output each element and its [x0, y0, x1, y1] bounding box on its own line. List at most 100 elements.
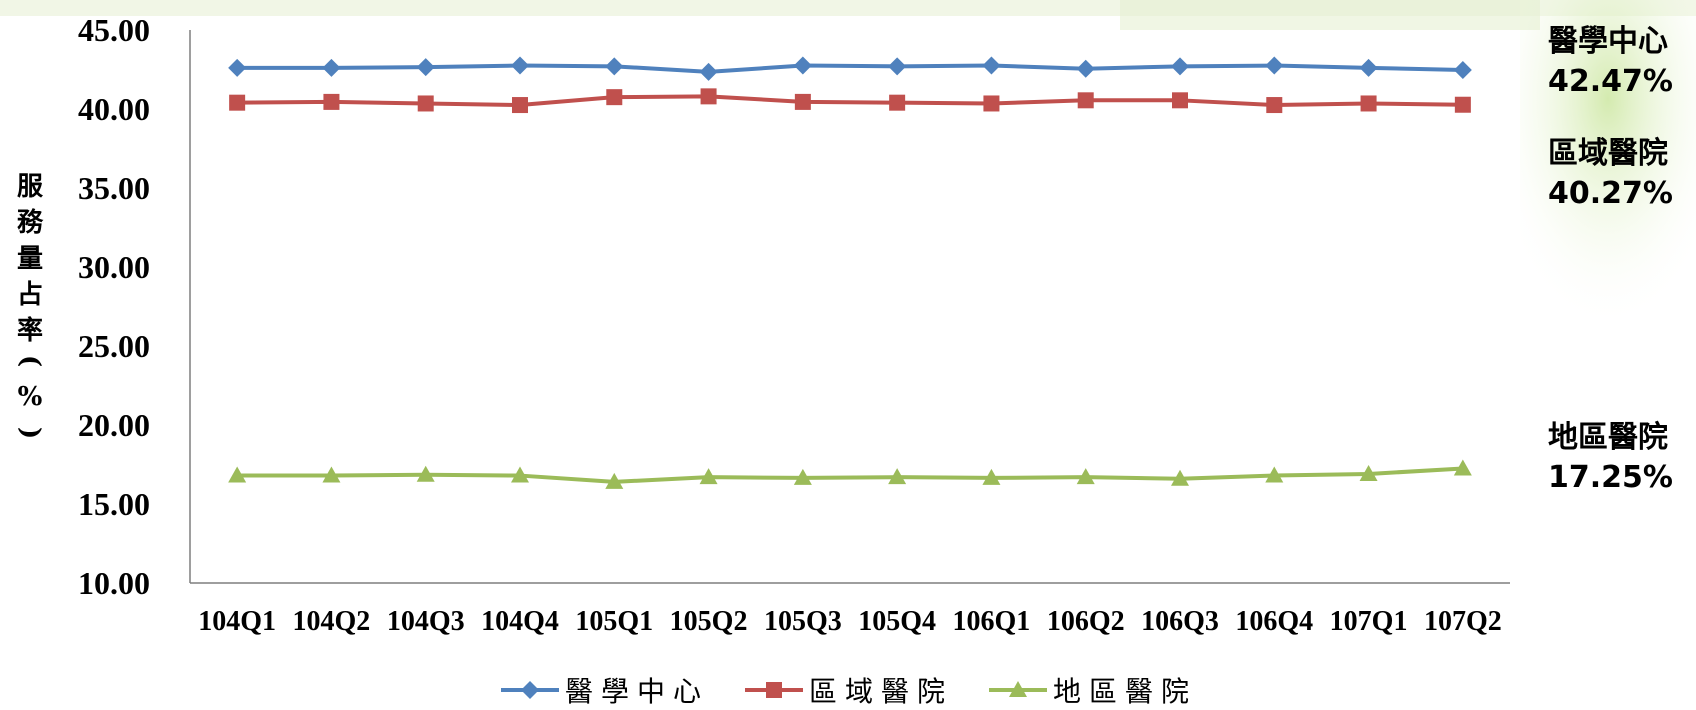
data-point [983, 95, 1000, 112]
data-point [416, 58, 435, 77]
data-point [1171, 469, 1189, 486]
data-point [605, 57, 624, 76]
series-2 [228, 459, 1472, 489]
x-tick-label: 105Q2 [670, 606, 748, 637]
y-tick-label: 15.00 [78, 486, 150, 522]
y-tick-label: 35.00 [78, 170, 150, 206]
legend-swatch [500, 681, 559, 699]
data-point [229, 94, 246, 111]
data-point [793, 56, 812, 75]
data-point [1453, 459, 1472, 476]
data-point [982, 56, 1001, 75]
series-1 [229, 88, 1471, 114]
callout-name: 醫學中心 [1548, 24, 1668, 59]
data-point [228, 58, 247, 77]
series-line [237, 466, 1463, 484]
x-tick-label: 107Q2 [1424, 606, 1502, 637]
data-point [888, 468, 907, 485]
data-point [982, 468, 1001, 485]
legend-label: 醫學中心 [564, 675, 709, 708]
data-point [511, 56, 529, 75]
data-point [1453, 60, 1472, 79]
data-point [605, 472, 624, 489]
x-tick-label: 106Q1 [953, 606, 1031, 637]
y-tick-label: 10.00 [78, 565, 150, 601]
series-line [237, 63, 1463, 74]
data-point [1359, 58, 1378, 77]
data-point [700, 88, 717, 105]
data-point [416, 465, 435, 482]
legend-label: 區域醫院 [808, 675, 953, 708]
data-point [322, 58, 341, 77]
data-point [1360, 95, 1377, 112]
y-tick-label: 20.00 [78, 407, 150, 443]
data-point [1077, 92, 1094, 109]
y-tick-label: 25.00 [78, 328, 150, 364]
x-tick-label: 106Q3 [1141, 606, 1219, 637]
data-point [228, 466, 247, 483]
data-point [793, 468, 812, 485]
data-point [323, 93, 340, 110]
series-callout: 醫學中心 42.47% [1548, 22, 1673, 102]
data-point [794, 93, 811, 110]
data-point [699, 468, 718, 485]
x-tick-label: 105Q1 [575, 606, 653, 637]
data-point [1359, 464, 1378, 481]
x-tick-label: 106Q2 [1047, 606, 1125, 637]
series-layer [228, 56, 1472, 489]
x-tick-label: 106Q4 [1235, 606, 1313, 637]
callout-value: 42.47% [1548, 64, 1673, 99]
data-point [699, 62, 718, 81]
y-axis-label-char: 率 [16, 316, 43, 346]
data-point [1076, 59, 1095, 78]
y-axis-label-char: 服 [16, 172, 43, 202]
y-axis-label-char: 務 [16, 208, 43, 238]
callout-name: 區域醫院 [1548, 136, 1668, 171]
legend: 醫學中心 區域醫院 地區醫院 [0, 672, 1696, 708]
x-tick-label: 107Q1 [1330, 606, 1408, 637]
data-point [511, 466, 529, 483]
axes [189, 30, 1510, 584]
y-tick-label: 30.00 [78, 249, 150, 285]
data-point [888, 57, 907, 76]
y-tick-label: 40.00 [78, 91, 150, 127]
y-axis-label-char: 占 [16, 280, 43, 310]
data-point [512, 97, 528, 114]
data-point [1076, 468, 1095, 485]
series-0 [228, 56, 1472, 81]
y-axis-label-char: 量 [16, 244, 43, 274]
legend-swatch [744, 682, 803, 698]
legend-item: 地區醫院 [987, 670, 1197, 710]
x-tick-label: 104Q2 [293, 606, 371, 637]
data-point [1265, 56, 1284, 75]
legend-item: 醫學中心 [499, 670, 709, 710]
data-point [1265, 466, 1284, 483]
legend-swatch [989, 681, 1047, 697]
data-point [606, 89, 623, 106]
data-point [1266, 97, 1283, 114]
series-callout: 區域醫院 40.27% [1548, 134, 1673, 214]
y-tick-label: 45.00 [78, 12, 150, 48]
data-point [322, 466, 341, 483]
y-axis-label-char: % [17, 382, 43, 412]
data-point [1171, 57, 1189, 76]
data-point [889, 94, 906, 111]
x-tick-label: 105Q3 [764, 606, 842, 637]
x-tick-label: 104Q1 [198, 606, 276, 637]
callout-value: 17.25% [1548, 460, 1673, 495]
series-callout: 地區醫院 17.25% [1548, 418, 1673, 498]
x-axis-ticks: 104Q1 104Q2 104Q3 104Q4 105Q1 105Q2 105Q3 105Q4… [198, 606, 1501, 637]
x-tick-label: 104Q4 [481, 606, 559, 637]
series-line [237, 94, 1463, 108]
data-point [417, 95, 434, 112]
data-point [1172, 92, 1188, 109]
y-axis-ticks: 45.00 40.00 35.00 30.00 25.00 20.00 15.00 10.00 [78, 12, 150, 601]
x-tick-label: 105Q4 [858, 606, 936, 637]
callout-name: 地區醫院 [1548, 420, 1668, 455]
callout-value: 40.27% [1548, 176, 1673, 211]
data-point [1454, 96, 1471, 113]
legend-item: 區域醫院 [743, 670, 953, 710]
x-tick-label: 104Q3 [387, 606, 465, 637]
